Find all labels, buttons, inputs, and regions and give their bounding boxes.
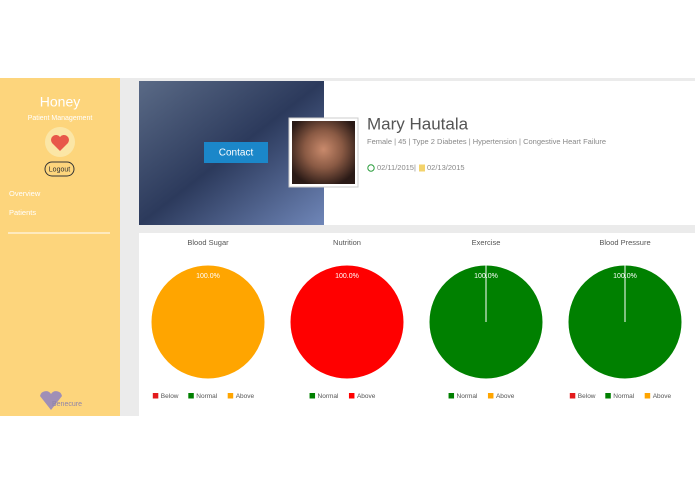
legend-swatch: [605, 393, 611, 399]
patient-name: Mary Hautala: [367, 114, 469, 133]
slice-label: 100.0%: [196, 273, 220, 280]
legend-swatch: [487, 393, 494, 399]
legend-label: Above: [357, 393, 376, 400]
app-title: Honey: [40, 94, 80, 110]
chart-title: Exercise: [472, 238, 501, 247]
legend-label: Below: [578, 393, 596, 400]
legend-label: Below: [161, 393, 179, 400]
legend-label: Normal: [457, 393, 479, 400]
chart-title: Nutrition: [333, 238, 361, 247]
legend-swatch: [448, 393, 455, 399]
legend-label: Above: [653, 393, 672, 400]
pie-slice: [150, 264, 266, 380]
contact-button[interactable]: [204, 142, 268, 163]
date-start: 02/11/2015: [377, 163, 414, 172]
date-end: 02/13/2015: [427, 163, 465, 172]
legend-swatch: [644, 393, 651, 399]
pie-slice: [289, 264, 405, 380]
nav-link[interactable]: Patients: [9, 208, 36, 217]
legend-swatch: [309, 393, 316, 399]
logout-button[interactable]: [44, 161, 75, 177]
date-separator: |: [414, 163, 416, 172]
chart-title: Blood Sugar: [187, 238, 229, 247]
legend-label: Above: [236, 393, 255, 400]
legend-swatch: [188, 393, 194, 399]
legend-swatch: [227, 393, 234, 399]
contact-label[interactable]: Contact: [219, 148, 254, 159]
legend-swatch: [348, 393, 355, 399]
patient-photo: [292, 121, 355, 184]
slice-label: 100.0%: [335, 273, 359, 280]
logout-label[interactable]: Logout: [49, 166, 70, 173]
start-icon: [367, 164, 375, 172]
legend-swatch: [569, 393, 576, 399]
legend-swatch: [152, 393, 159, 399]
legend-label: Normal: [318, 393, 340, 400]
legend-label: Above: [496, 393, 515, 400]
heart-icon: [51, 135, 69, 151]
end-icon: [419, 164, 425, 172]
chart-title: Blood Pressure: [599, 238, 650, 247]
legend-label: Normal: [196, 393, 218, 400]
nav-link[interactable]: Overview: [9, 189, 41, 198]
app-subtitle: Patient Management: [28, 115, 93, 122]
brand-logo: [40, 391, 62, 410]
legend-label: Normal: [613, 393, 635, 400]
brand-name: Benecure: [52, 401, 82, 408]
patient-details: Female | 45 | Type 2 Diabetes | Hyperten…: [367, 137, 606, 146]
